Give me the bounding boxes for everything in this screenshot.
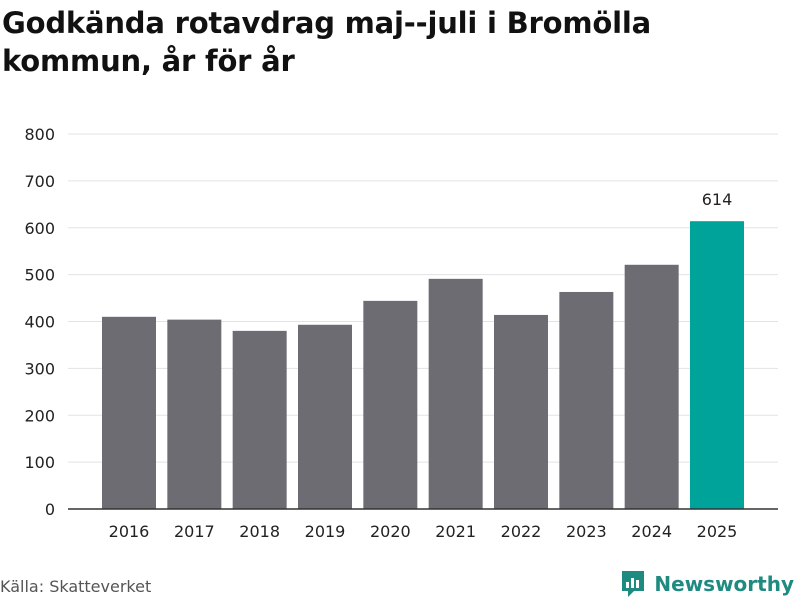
y-tick-label: 200 (24, 406, 55, 425)
y-tick-label: 0 (45, 500, 55, 519)
bar-chart: 0 100 200 300 400 500 600 700 800 2016 2017 2018 201… (24, 125, 778, 541)
chart-title: Godkända rotavdrag maj--juli i Bromölla … (2, 6, 651, 78)
bar (624, 264, 679, 509)
data-label: 614 (702, 190, 733, 209)
y-tick-label: 400 (24, 313, 55, 332)
y-tick-label: 800 (24, 125, 55, 144)
brand-name: Newsworthy (654, 572, 794, 596)
x-tick-label: 2016 (109, 522, 150, 541)
x-tick-label: 2021 (435, 522, 476, 541)
bar (494, 314, 548, 509)
brand: Newsworthy (620, 569, 794, 599)
x-tick-label: 2020 (370, 522, 411, 541)
y-tick-label: 700 (24, 172, 55, 191)
x-tick-label: 2025 (697, 522, 738, 541)
x-tick-label: 2017 (174, 522, 215, 541)
y-tick-label: 300 (24, 359, 55, 378)
bar (102, 316, 156, 509)
newsworthy-logo-icon (622, 571, 645, 597)
bar (363, 300, 418, 509)
source-note: Källa: Skatteverket (0, 577, 152, 596)
bar (559, 291, 614, 509)
x-tick-label: 2024 (631, 522, 672, 541)
x-tick-label: 2018 (239, 522, 280, 541)
y-tick-label: 600 (24, 219, 55, 238)
y-tick-label: 500 (24, 266, 55, 285)
x-tick-label: 2022 (501, 522, 542, 541)
y-tick-label: 100 (24, 453, 55, 472)
bar (298, 324, 352, 509)
x-tick-label: 2023 (566, 522, 607, 541)
bar (428, 278, 483, 509)
bar (690, 221, 744, 509)
x-tick-label: 2019 (305, 522, 346, 541)
bar (232, 330, 287, 509)
bar (167, 319, 222, 509)
